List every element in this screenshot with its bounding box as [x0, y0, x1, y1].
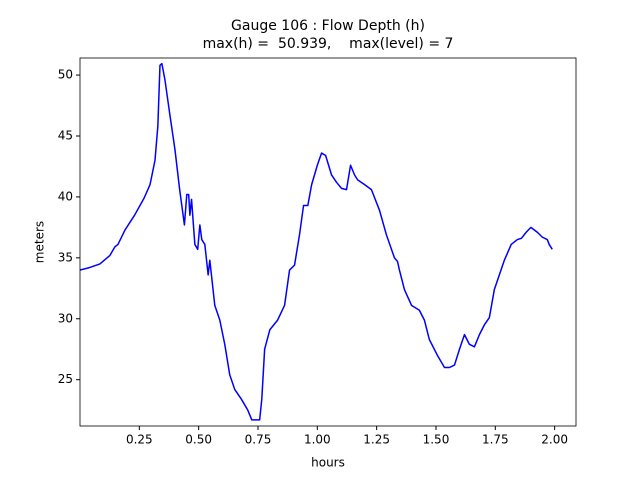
x-tick-label: 1.25: [363, 433, 390, 447]
y-axis-label: meters: [33, 221, 47, 263]
plot-frame: [79, 57, 577, 427]
y-tick-label: 35: [58, 250, 73, 264]
x-axis-label: hours: [311, 456, 345, 470]
x-tick-label: 1.50: [423, 433, 450, 447]
y-tick-label: 45: [58, 128, 73, 142]
x-tick-label: 0.75: [245, 433, 272, 447]
y-tick-label: 40: [58, 189, 73, 203]
chart-title: Gauge 106 : Flow Depth (h): [231, 18, 425, 34]
y-tick-label: 50: [58, 68, 73, 82]
x-tick-label: 2.00: [541, 433, 568, 447]
data-line: [80, 62, 553, 421]
x-tick-label: 1.75: [482, 433, 509, 447]
x-tick-label: 0.50: [185, 433, 212, 447]
y-tick-label: 30: [58, 311, 73, 325]
x-tick-label: 0.25: [126, 433, 153, 447]
chart-subtitle: max(h) = 50.939, max(level) = 7: [203, 36, 454, 52]
y-tick-label: 25: [58, 372, 73, 386]
x-tick-label: 1.00: [304, 433, 331, 447]
